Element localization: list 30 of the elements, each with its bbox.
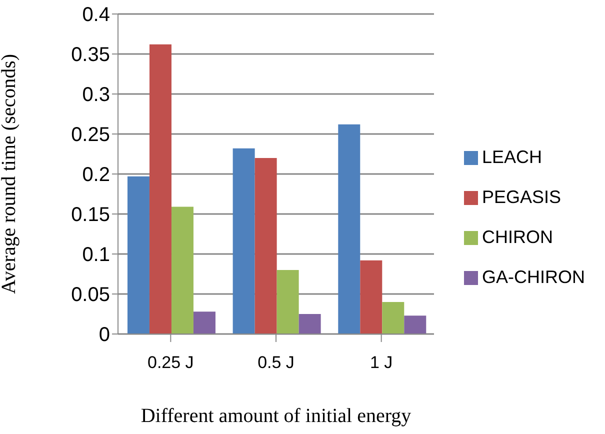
bar xyxy=(360,260,382,334)
y-tick-label: 0.05 xyxy=(71,284,110,306)
legend-label: PEGASIS xyxy=(482,187,562,207)
y-tick-label: 0.3 xyxy=(82,84,110,106)
bar xyxy=(404,316,426,334)
y-tick-label: 0.15 xyxy=(71,204,110,226)
bar xyxy=(382,302,404,334)
bar xyxy=(276,270,299,334)
bar xyxy=(193,312,216,334)
bar xyxy=(254,158,277,334)
y-tick-label: 0.2 xyxy=(82,164,110,186)
x-tick-label: 0.5 J xyxy=(258,353,294,372)
bar xyxy=(298,314,321,334)
legend-label: CHIRON xyxy=(482,227,553,247)
y-tick-label: 0 xyxy=(98,324,110,346)
bar xyxy=(171,206,194,334)
y-tick-label: 0.25 xyxy=(71,124,110,146)
y-tick-label: 0.35 xyxy=(71,44,110,66)
legend-label: GA-CHIRON xyxy=(482,267,585,287)
bar xyxy=(232,148,255,334)
x-axis-title: Different amount of initial energy xyxy=(140,405,412,427)
x-tick-label: 0.25 J xyxy=(148,353,194,372)
legend-label: LEACH xyxy=(482,147,542,167)
x-tick-label: 1 J xyxy=(370,353,393,372)
bar xyxy=(338,124,360,334)
y-axis-title: Average round time (seconds) xyxy=(0,54,20,294)
y-tick-label: 0.4 xyxy=(82,4,110,26)
y-tick-label: 0.1 xyxy=(82,244,110,266)
bar xyxy=(127,176,150,334)
bar xyxy=(149,44,172,334)
